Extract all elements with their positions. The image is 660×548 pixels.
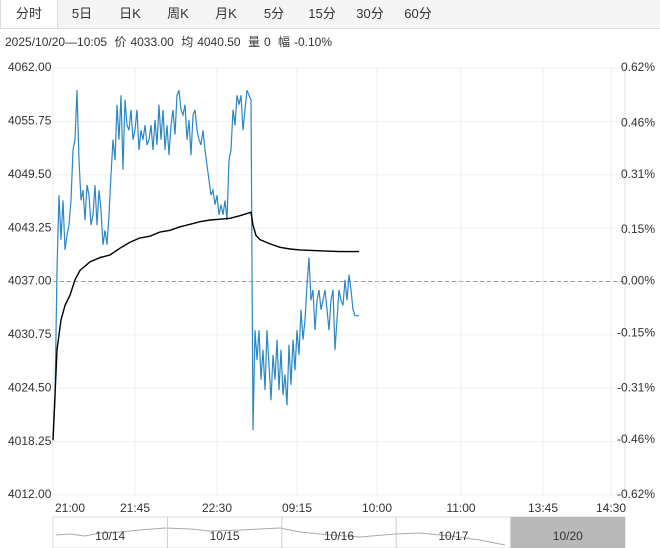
tab[interactable]: 5日 xyxy=(71,6,93,21)
info-time: 2025/10/20—10:05 xyxy=(5,35,108,49)
info-range-label: 幅 xyxy=(277,35,290,49)
y2-tick-label: 0.62% xyxy=(621,60,655,74)
info-volume-label: 量 xyxy=(247,35,260,49)
y-tick-label: 4043.25 xyxy=(8,220,52,234)
tab[interactable]: 日K xyxy=(119,6,141,21)
tab[interactable]: 15分 xyxy=(308,6,336,21)
tab[interactable]: 60分 xyxy=(404,6,432,21)
x-tick-label: 09:15 xyxy=(282,501,312,515)
x-tick-label: 14:30 xyxy=(596,501,626,515)
y-tick-label: 4012.00 xyxy=(8,487,52,501)
info-price: 4033.00 xyxy=(130,35,174,49)
navigator-label: 10/15 xyxy=(210,529,240,543)
x-tick-label: 11:00 xyxy=(446,501,475,515)
info-volume: 0 xyxy=(263,35,271,49)
navigator-sparkline xyxy=(55,527,506,546)
y2-tick-label: 0.15% xyxy=(621,222,655,236)
info-avg: 4040.50 xyxy=(197,35,241,49)
tab[interactable]: 分时 xyxy=(0,0,58,28)
navigator-label: 10/14 xyxy=(95,529,125,543)
y-tick-label: 4037.00 xyxy=(8,274,52,288)
x-tick-label: 13:45 xyxy=(528,501,558,515)
x-tick-label: 21:45 xyxy=(120,501,150,515)
y-tick-label: 4024.50 xyxy=(8,380,52,394)
y2-tick-label: 0.46% xyxy=(621,115,655,129)
y-tick-label: 4062.00 xyxy=(8,60,52,74)
info-range: -0.10% xyxy=(294,35,333,49)
x-tick-label: 21:00 xyxy=(55,501,85,515)
y2-tick-label: -0.31% xyxy=(617,380,655,394)
navigator-label: 10/20 xyxy=(553,529,583,543)
y2-tick-label: 0.31% xyxy=(621,167,655,181)
tab-bar: 分时 5日 日K 周K 月K 5分 15分 30分 60分 xyxy=(0,0,660,29)
tab[interactable]: 5分 xyxy=(263,6,285,21)
y-tick-label: 4018.25 xyxy=(8,434,52,448)
tab[interactable]: 周K xyxy=(167,6,189,21)
y-tick-label: 4030.75 xyxy=(8,327,52,341)
y-tick-label: 4055.75 xyxy=(8,114,52,128)
x-tick-label: 10:00 xyxy=(362,501,392,515)
y2-tick-label: -0.15% xyxy=(617,325,655,339)
info-avg-label: 均 xyxy=(181,35,194,49)
series-line xyxy=(52,89,359,440)
series-line xyxy=(52,211,359,441)
info-price-label: 价 xyxy=(114,35,127,49)
y2-tick-label: -0.62% xyxy=(617,487,655,501)
navigator-selection xyxy=(510,517,625,548)
navigator-label: 10/16 xyxy=(324,529,354,543)
navigator-label: 10/17 xyxy=(438,529,468,543)
x-tick-label: 22:30 xyxy=(202,501,232,515)
tab[interactable]: 30分 xyxy=(356,6,384,21)
y2-tick-label: 0.00% xyxy=(621,274,655,288)
y-tick-label: 4049.50 xyxy=(8,167,52,181)
tab[interactable]: 月K xyxy=(215,6,237,21)
y2-tick-label: -0.46% xyxy=(617,432,655,446)
